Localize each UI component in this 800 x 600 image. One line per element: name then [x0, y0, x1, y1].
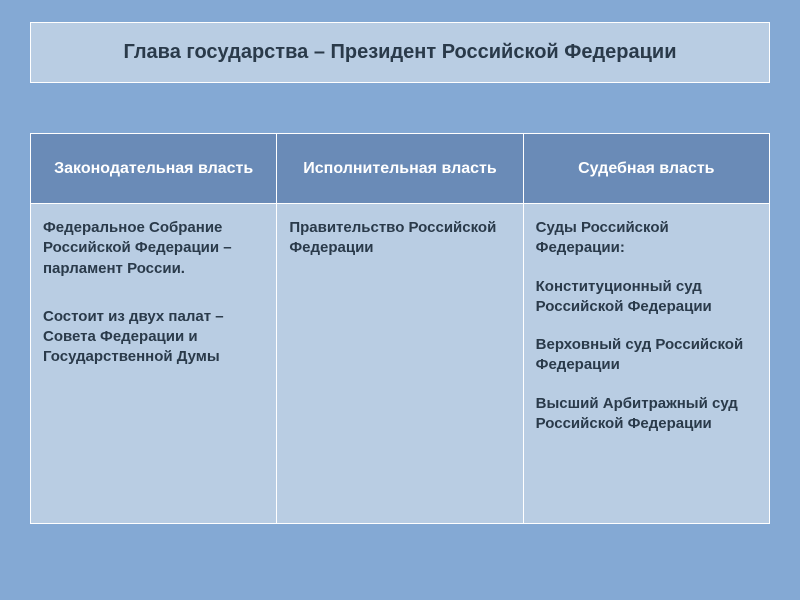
col-legislative-header: Законодательная власть [31, 134, 277, 204]
col-executive-header: Исполнительная власть [277, 134, 523, 204]
page-title: Глава государства – Президент Российской… [51, 41, 749, 64]
col-judicial-header: Судебная власть [523, 134, 769, 204]
judicial-p3: Верховный суд Российской Федерации [536, 335, 757, 376]
judicial-p2: Конституционный суд Российской Федерации [536, 277, 757, 318]
table-header-row: Законодательная власть Исполнительная вл… [31, 134, 770, 204]
header-box: Глава государства – Президент Российской… [30, 22, 770, 83]
cell-legislative: Федеральное Собрание Российской Федераци… [31, 204, 277, 524]
judicial-p4: Высший Арбитражный суд Российской Федера… [536, 394, 757, 435]
legislative-p2: Состоит из двух палат – Совета Федерации… [43, 307, 264, 368]
executive-p1: Правительство Российской Федерации [289, 218, 510, 259]
cell-judicial: Суды Российской Федерации: Конституционн… [523, 204, 769, 524]
cell-executive: Правительство Российской Федерации [277, 204, 523, 524]
legislative-p1: Федеральное Собрание Российской Федераци… [43, 218, 264, 279]
judicial-p1: Суды Российской Федерации: [536, 218, 757, 259]
branches-table: Законодательная власть Исполнительная вл… [30, 133, 770, 524]
table-body-row: Федеральное Собрание Российской Федераци… [31, 204, 770, 524]
